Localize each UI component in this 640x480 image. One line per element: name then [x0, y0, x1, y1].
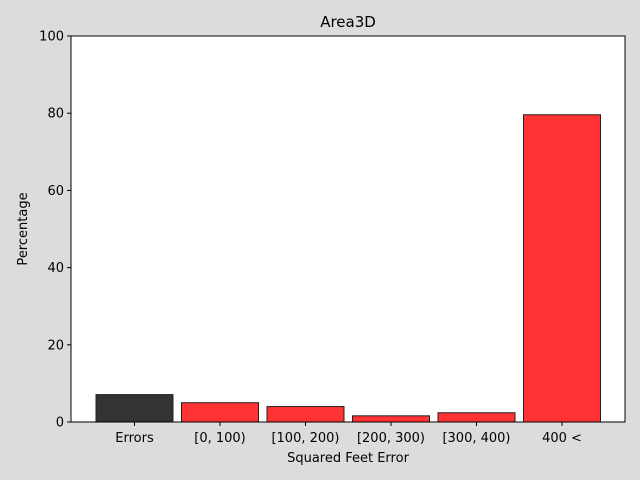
x-tick-label: Errors — [115, 431, 154, 446]
y-tick-label: 80 — [47, 107, 64, 122]
bar-1 — [181, 402, 259, 423]
x-tick-label: [300, 400) — [442, 431, 510, 446]
y-tick-label: 100 — [39, 30, 64, 45]
chart-title: Area3D — [320, 13, 376, 31]
x-axis: Errors [0, 100) [100, 200) [200, 300) [300, … — [115, 422, 582, 446]
x-tick-label: 400 < — [542, 431, 582, 446]
y-tick-label: 0 — [56, 416, 64, 431]
plot-frame — [70, 35, 626, 423]
y-axis-label: Percentage — [16, 192, 31, 265]
bar-3 — [352, 415, 430, 423]
y-tick-label: 60 — [47, 184, 64, 199]
bar-2 — [266, 406, 345, 423]
bars-group — [95, 114, 601, 423]
y-axis: 0 20 40 60 80 100 — [39, 30, 71, 431]
bar-0 — [95, 394, 174, 423]
x-axis-label: Squared Feet Error — [287, 451, 409, 466]
x-tick-label: [0, 100) — [194, 431, 246, 446]
x-tick-label: [100, 200) — [271, 431, 339, 446]
x-tick-label: [200, 300) — [357, 431, 425, 446]
y-tick-label: 40 — [47, 261, 64, 276]
bar-4 — [437, 412, 516, 423]
y-tick-label: 20 — [47, 338, 64, 353]
bar-5 — [523, 114, 601, 423]
